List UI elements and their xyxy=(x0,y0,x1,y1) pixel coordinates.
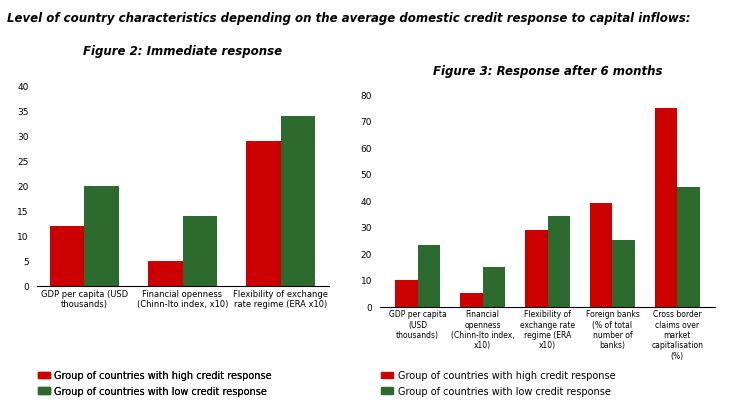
Bar xyxy=(590,204,612,307)
Bar xyxy=(84,187,118,286)
Bar xyxy=(655,108,677,307)
Bar xyxy=(281,116,315,286)
Bar xyxy=(182,216,217,286)
Bar xyxy=(612,240,635,307)
Bar xyxy=(395,280,418,307)
Bar xyxy=(148,261,182,286)
Bar xyxy=(247,142,281,286)
Bar xyxy=(460,294,483,307)
Bar xyxy=(677,188,700,307)
Legend: Group of countries with high credit response, Group of countries with low credit: Group of countries with high credit resp… xyxy=(34,366,276,400)
Title: Figure 2: Immediate response: Figure 2: Immediate response xyxy=(83,45,282,57)
Bar xyxy=(483,267,505,307)
Bar xyxy=(548,217,570,307)
Text: Level of country characteristics depending on the average domestic credit respon: Level of country characteristics dependi… xyxy=(7,12,691,25)
Bar xyxy=(418,246,440,307)
Legend: Group of countries with high credit response, Group of countries with low credit: Group of countries with high credit resp… xyxy=(377,366,619,400)
Bar xyxy=(525,230,548,307)
Title: Figure 3: Response after 6 months: Figure 3: Response after 6 months xyxy=(433,65,662,78)
Bar xyxy=(50,226,84,286)
